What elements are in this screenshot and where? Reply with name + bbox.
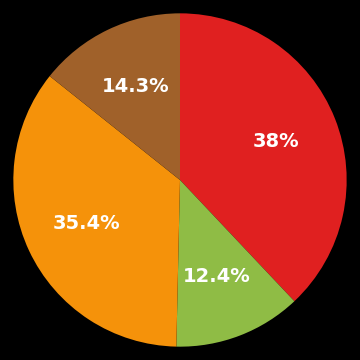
Wedge shape	[176, 180, 294, 347]
Wedge shape	[50, 13, 180, 180]
Text: 35.4%: 35.4%	[53, 214, 120, 233]
Text: 38%: 38%	[253, 132, 300, 151]
Text: 12.4%: 12.4%	[183, 267, 251, 286]
Wedge shape	[180, 13, 347, 301]
Wedge shape	[13, 76, 180, 347]
Text: 14.3%: 14.3%	[102, 77, 169, 96]
